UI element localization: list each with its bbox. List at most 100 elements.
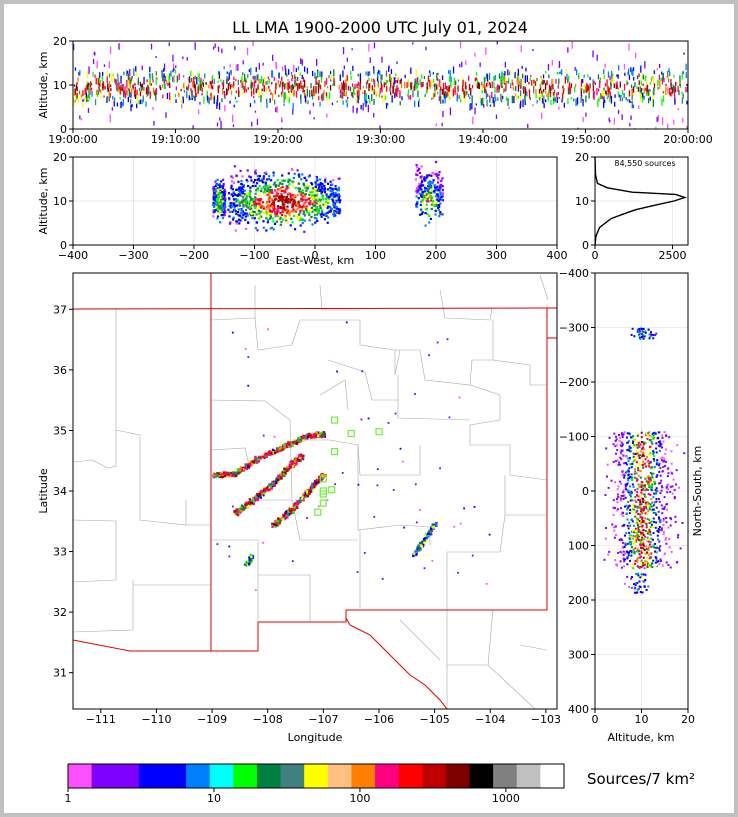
plan-view-source — [268, 488, 271, 491]
eastwest-source — [239, 219, 242, 222]
time-altitude-source — [410, 67, 412, 74]
time-altitude-source — [209, 81, 211, 85]
lma-station-marker — [314, 508, 322, 516]
northsouth-source — [622, 557, 625, 560]
eastwest-source — [278, 196, 281, 199]
northsouth-source — [642, 446, 644, 449]
northsouth-source — [665, 521, 668, 524]
northsouth-source — [619, 539, 622, 541]
northsouth-source — [647, 540, 650, 543]
county-line — [399, 619, 441, 661]
time-altitude-source — [609, 75, 611, 81]
eastwest-source — [427, 187, 430, 190]
time-altitude-source — [484, 89, 486, 94]
eastwest-source — [313, 194, 317, 197]
plan-view-source — [264, 452, 268, 455]
northsouth-source — [629, 524, 632, 527]
time-altitude-source — [74, 67, 77, 71]
time-altitude-source — [486, 99, 488, 107]
eastwest-source — [325, 193, 328, 196]
northsouth-source — [626, 542, 629, 545]
time-altitude-source — [596, 88, 598, 96]
plan-view-source — [446, 338, 449, 341]
eastwest-source — [323, 205, 326, 208]
eastwest-source — [423, 176, 426, 179]
time-altitude-source — [315, 77, 317, 85]
plan-view-xlabel: Longitude — [288, 731, 343, 744]
northsouth-source — [651, 433, 654, 435]
time-altitude-source — [233, 104, 235, 108]
time-altitude-source — [385, 103, 388, 109]
time-altitude-source — [233, 76, 235, 80]
time-altitude-source — [155, 76, 157, 85]
eastwest-source — [217, 183, 220, 186]
northsouth-source — [607, 553, 610, 556]
plan-view-source — [413, 552, 416, 556]
plan-view-source — [273, 483, 276, 486]
time-altitude-source — [196, 72, 199, 78]
time-altitude-source — [612, 80, 615, 85]
eastwest-source — [274, 189, 277, 192]
eastwest-source — [334, 185, 337, 188]
plan-view-source — [305, 490, 309, 493]
northsouth-source — [658, 517, 660, 520]
county-line — [397, 375, 471, 421]
time-altitude-source — [570, 83, 573, 88]
plan-view-source — [293, 506, 297, 509]
eastwest-source — [214, 203, 217, 206]
time-altitude-source — [606, 79, 608, 87]
histogram-tick-label: 10 — [575, 195, 589, 208]
northsouth-source — [679, 547, 682, 550]
time-altitude-source — [227, 77, 229, 82]
time-altitude-source — [356, 83, 358, 89]
time-altitude-source — [73, 84, 76, 87]
eastwest-source — [299, 209, 302, 213]
northsouth-source — [630, 466, 633, 469]
plan-view-source — [259, 456, 262, 459]
eastwest-source — [241, 175, 244, 178]
time-altitude-source — [275, 82, 277, 85]
northsouth-source — [649, 479, 652, 482]
plan-view-source — [312, 489, 315, 492]
time-altitude-source — [516, 77, 518, 85]
eastwest-source — [281, 200, 284, 203]
time-altitude-source — [85, 92, 87, 98]
time-altitude-source — [603, 87, 605, 92]
time-altitude-source — [423, 76, 426, 80]
lma-stations — [314, 416, 383, 516]
northsouth-source — [660, 529, 663, 532]
time-altitude-source — [355, 98, 357, 101]
plan-view-source — [277, 523, 280, 526]
northsouth-source — [638, 445, 641, 448]
plan-view-source — [471, 554, 474, 557]
plan-view-source — [251, 462, 254, 466]
northsouth-source — [612, 443, 615, 446]
northsouth-source — [637, 527, 640, 530]
plan-view-source — [392, 489, 395, 491]
northsouth-source — [662, 531, 665, 533]
eastwest-source — [334, 192, 337, 195]
northsouth-source — [670, 450, 673, 453]
eastwest-source — [283, 207, 286, 211]
time-altitude-source — [674, 91, 676, 99]
time-altitude-source — [252, 76, 254, 80]
eastwest-source — [307, 211, 310, 215]
eastwest-source — [326, 199, 330, 202]
eastwest-source — [417, 185, 420, 188]
time-tick-label: 20:00:00 — [663, 133, 712, 146]
eastwest-source — [300, 178, 303, 181]
time-altitude-source — [284, 65, 286, 70]
northsouth-source — [634, 453, 637, 455]
time-altitude-source — [519, 81, 521, 87]
time-altitude-source — [94, 99, 97, 106]
time-altitude-source — [441, 89, 443, 95]
northsouth-source — [641, 447, 644, 450]
eastwest-source — [306, 186, 309, 189]
time-altitude-source — [106, 76, 108, 83]
northsouth-source — [623, 474, 626, 477]
northsouth-source — [631, 530, 634, 533]
time-altitude-source — [300, 58, 302, 64]
time-altitude-source — [429, 82, 431, 90]
time-altitude-source — [129, 68, 131, 76]
northsouth-source — [653, 480, 656, 483]
